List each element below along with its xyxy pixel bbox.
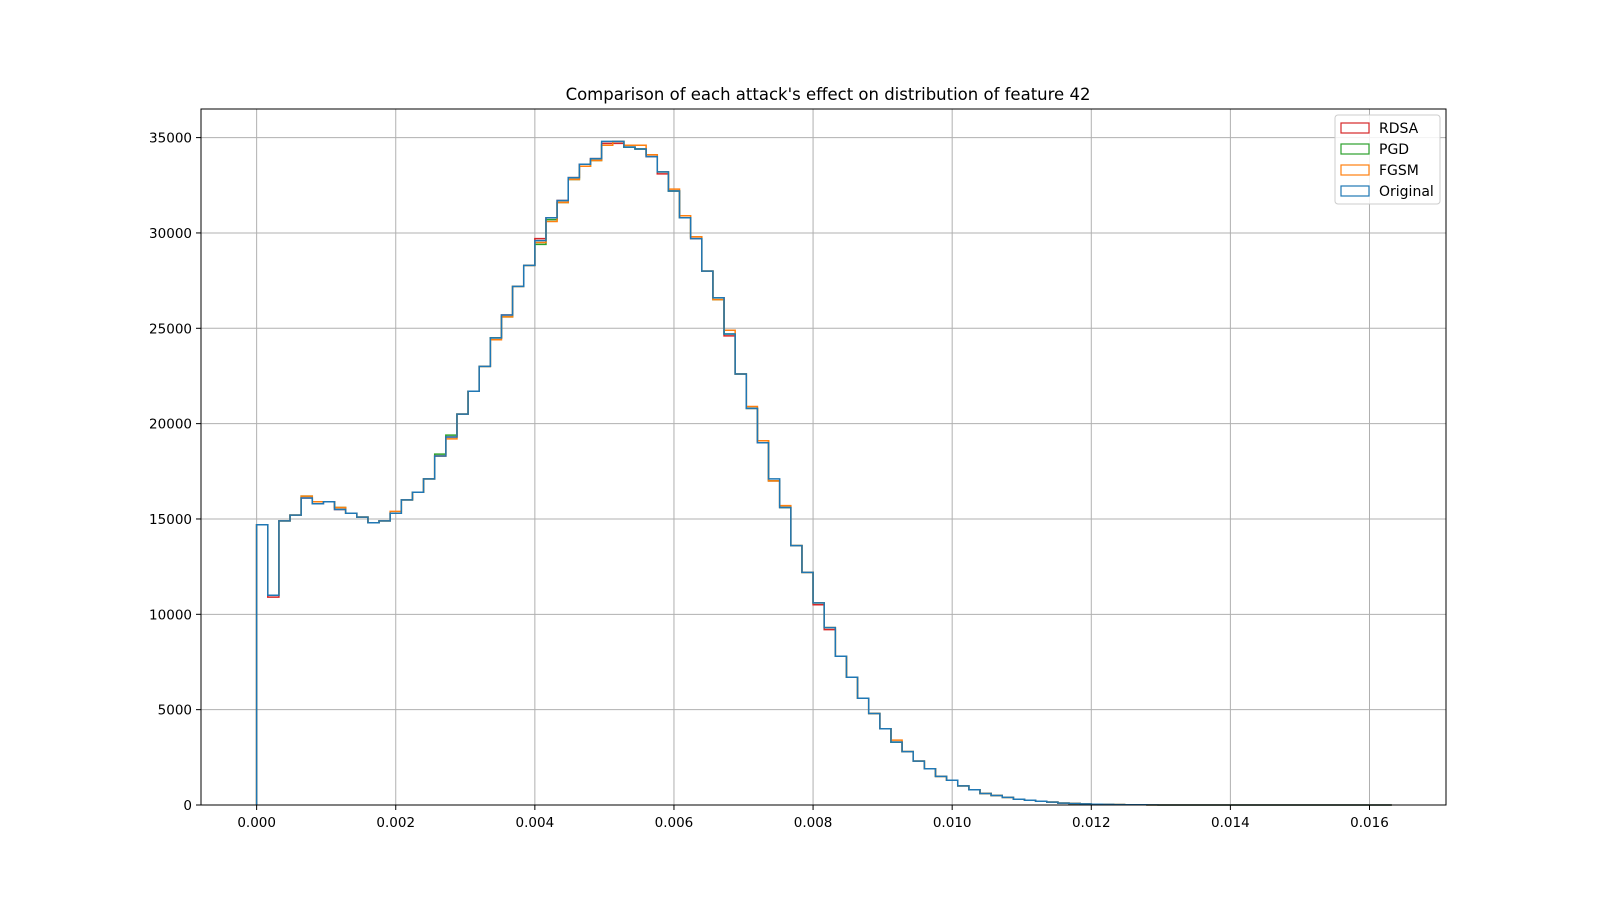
legend-label-original: Original: [1379, 184, 1434, 200]
legend-label-rdsa: RDSA: [1379, 121, 1419, 137]
legend-swatch-pgd: [1340, 143, 1370, 155]
legend-box: [1334, 114, 1441, 205]
y-tick-label: 15000: [149, 512, 192, 528]
x-tick-label: 0.014: [1211, 815, 1250, 831]
y-tick-label: 30000: [149, 226, 192, 242]
legend-swatch-rdsa: [1340, 122, 1370, 134]
y-tick-label: 25000: [149, 321, 192, 337]
y-tick-label: 20000: [149, 417, 192, 433]
legend-label-pgd: PGD: [1379, 142, 1409, 158]
x-axis: 0.000 0.002 0.004 0.006 0.008 0.010 0.012 0.014…: [237, 805, 1389, 831]
x-tick-label: 0.010: [933, 815, 972, 831]
y-axis: 0 5000 10000 15000 20000 25000 30000 35000: [149, 131, 201, 814]
plot-area-frame: [200, 108, 1447, 806]
x-tick-label: 0.016: [1350, 815, 1389, 831]
y-tick-label: 10000: [149, 607, 192, 623]
legend: RDSA PGD FGSM Original: [1334, 114, 1441, 205]
x-tick-label: 0.000: [237, 815, 276, 831]
y-tick-label: 35000: [149, 131, 192, 147]
x-tick-label: 0.006: [655, 815, 694, 831]
legend-swatch-original: [1340, 185, 1370, 197]
x-tick-label: 0.004: [516, 815, 555, 831]
y-tick-label: 5000: [158, 703, 192, 719]
legend-label-fgsm: FGSM: [1379, 163, 1419, 179]
series-layer: [255, 140, 1392, 806]
series-original-step-line: [255, 140, 1392, 806]
x-tick-label: 0.002: [376, 815, 415, 831]
chart-title: Comparison of each attack's effect on di…: [566, 85, 1091, 104]
legend-swatch-fgsm: [1340, 164, 1370, 176]
x-tick-label: 0.012: [1072, 815, 1111, 831]
y-tick-label: 0: [183, 798, 192, 814]
x-tick-label: 0.008: [794, 815, 833, 831]
